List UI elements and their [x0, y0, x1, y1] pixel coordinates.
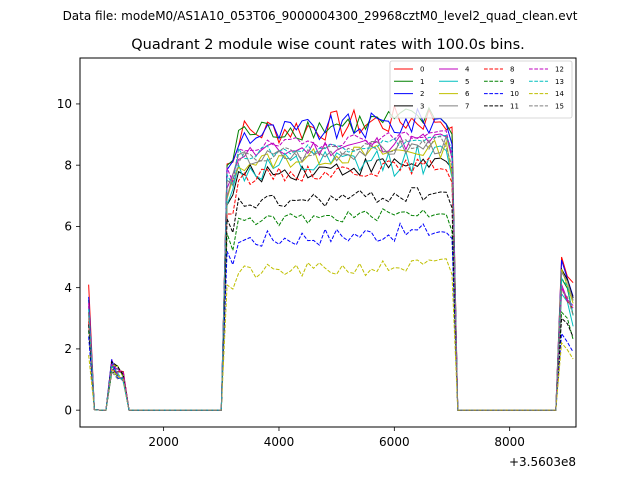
- series-layer: [88, 104, 574, 411]
- legend-label-11: 11: [510, 102, 519, 110]
- y-tick-label: 10: [57, 97, 72, 111]
- series-line-2: [88, 107, 574, 411]
- legend-label-5: 5: [465, 78, 469, 86]
- legend-label-1: 1: [420, 78, 424, 86]
- x-tick-label: 2000: [148, 435, 179, 449]
- x-tick-label: 8000: [494, 435, 525, 449]
- series-line-14: [88, 258, 574, 411]
- series-line-5: [88, 145, 574, 411]
- x-offset-label: +3.5603e8: [509, 455, 576, 469]
- y-tick-label: 6: [64, 220, 72, 234]
- series-line-10: [88, 222, 574, 411]
- legend-label-3: 3: [420, 102, 424, 110]
- y-tick-label: 8: [64, 158, 72, 172]
- legend-label-7: 7: [465, 102, 469, 110]
- legend-box: [389, 60, 573, 119]
- legend-label-14: 14: [555, 90, 564, 98]
- x-tick-label: 6000: [379, 435, 410, 449]
- series-line-4: [88, 133, 574, 411]
- series-line-15: [88, 135, 574, 411]
- series-line-11: [88, 187, 574, 411]
- chart-title: Quadrant 2 module wise count rates with …: [131, 37, 525, 53]
- legend-label-10: 10: [510, 90, 519, 98]
- legend-label-4: 4: [465, 66, 470, 74]
- series-line-12: [88, 130, 574, 411]
- legend-label-8: 8: [510, 66, 514, 74]
- y-tick-label: 4: [64, 281, 72, 295]
- series-line-9: [88, 208, 574, 411]
- y-tick-label: 0: [64, 403, 72, 417]
- series-line-6: [88, 139, 574, 411]
- legend-label-9: 9: [510, 78, 514, 86]
- chart-suptitle: Data file: modeM0/AS1A10_053T06_90000043…: [63, 9, 578, 23]
- y-axis: 0 2 4 6 8 10: [57, 97, 80, 417]
- legend-label-15: 15: [555, 102, 564, 110]
- y-tick-label: 2: [64, 342, 72, 356]
- series-line-1: [88, 106, 574, 411]
- plot-frame: [79, 57, 577, 428]
- x-axis: 2000 4000 6000 8000: [148, 427, 525, 449]
- legend-label-0: 0: [420, 66, 424, 74]
- legend-label-2: 2: [420, 90, 424, 98]
- legend-label-12: 12: [555, 66, 564, 74]
- x-tick-label: 4000: [264, 435, 295, 449]
- legend-label-6: 6: [465, 90, 470, 98]
- legend-label-13: 13: [555, 78, 564, 86]
